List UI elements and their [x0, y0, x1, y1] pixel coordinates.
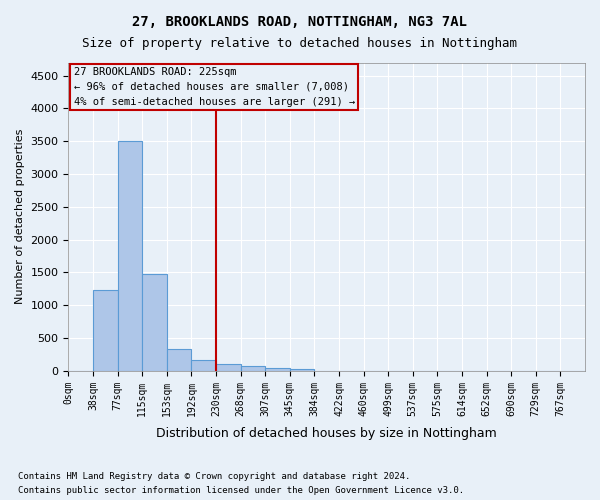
Text: Contains HM Land Registry data © Crown copyright and database right 2024.: Contains HM Land Registry data © Crown c… — [18, 472, 410, 481]
Bar — [290, 369, 314, 371]
Text: 27 BROOKLANDS ROAD: 225sqm
← 96% of detached houses are smaller (7,008)
4% of se: 27 BROOKLANDS ROAD: 225sqm ← 96% of deta… — [74, 67, 355, 106]
Bar — [265, 368, 290, 371]
X-axis label: Distribution of detached houses by size in Nottingham: Distribution of detached houses by size … — [157, 427, 497, 440]
Bar — [93, 290, 118, 371]
Text: 27, BROOKLANDS ROAD, NOTTINGHAM, NG3 7AL: 27, BROOKLANDS ROAD, NOTTINGHAM, NG3 7AL — [133, 15, 467, 29]
Bar — [118, 141, 142, 371]
Y-axis label: Number of detached properties: Number of detached properties — [15, 129, 25, 304]
Bar — [191, 360, 216, 371]
Bar — [167, 350, 191, 371]
Bar — [142, 274, 167, 371]
Bar — [241, 366, 265, 371]
Text: Size of property relative to detached houses in Nottingham: Size of property relative to detached ho… — [83, 38, 517, 51]
Text: Contains public sector information licensed under the Open Government Licence v3: Contains public sector information licen… — [18, 486, 464, 495]
Bar — [216, 364, 241, 371]
